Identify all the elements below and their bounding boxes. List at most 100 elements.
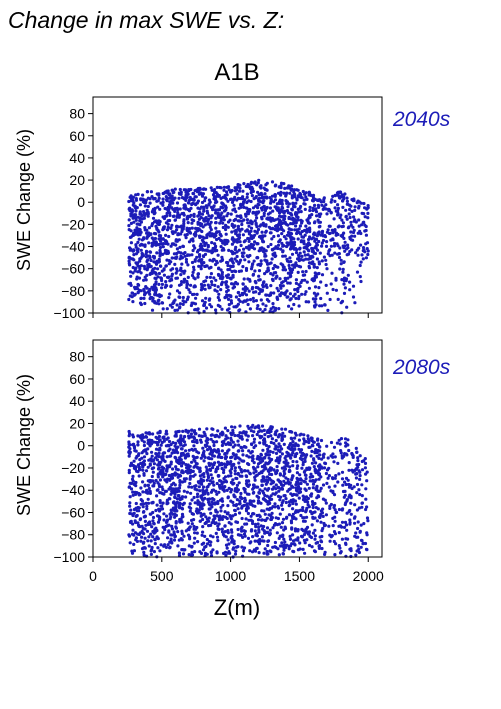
data-point [271,252,275,256]
data-point [200,222,204,226]
data-point [242,291,246,295]
data-point [169,537,173,541]
data-point [236,290,241,295]
data-point [207,539,211,544]
data-point [272,271,276,275]
data-point [340,520,345,524]
data-point [264,183,268,187]
data-point [157,434,161,439]
data-point [130,532,135,536]
data-point [216,460,220,464]
data-point [253,467,257,471]
data-point [251,504,255,508]
data-point [150,224,154,228]
data-point [308,534,312,539]
data-point [150,467,154,471]
data-point [237,465,241,469]
data-point [254,204,258,208]
data-point [151,458,155,462]
data-point [315,243,319,247]
data-point [236,439,240,443]
y-tick-label: −80 [61,527,85,543]
data-point [144,285,148,289]
data-point [337,196,342,200]
data-point [262,428,266,432]
data-point [324,244,329,248]
data-point [209,449,213,454]
data-point [307,190,311,194]
data-point [135,248,139,252]
data-point [170,256,174,260]
data-point [304,257,308,261]
data-point [169,284,173,289]
data-point [268,528,272,532]
data-point [274,459,278,463]
data-point [302,241,306,245]
data-point [243,498,247,502]
data-point [296,536,300,540]
data-point [330,228,334,232]
data-point [310,198,315,203]
data-point [220,255,224,259]
data-point [129,487,134,491]
data-point [273,263,277,268]
data-point [322,197,326,202]
data-point [148,480,152,484]
data-point [240,219,244,223]
data-point [164,472,168,476]
data-point [235,486,239,490]
data-point [173,487,177,491]
data-point [194,432,198,436]
data-point [156,199,160,203]
x-tick-label: 1500 [284,568,315,584]
data-point [291,294,296,298]
y-tick-label: −60 [61,261,85,277]
data-point [220,530,225,534]
data-point [294,488,299,492]
data-point [273,184,277,188]
data-point [343,286,347,290]
data-point [228,462,232,466]
data-point [139,296,143,301]
data-point [168,546,172,550]
data-point [322,524,327,528]
data-point [130,291,134,295]
data-point [182,252,186,256]
data-point [340,470,345,474]
data-point [248,279,252,283]
data-point [283,526,288,531]
data-point [354,476,358,480]
data-point [156,472,160,476]
data-point [245,522,249,526]
data-point [360,483,364,487]
data-point [366,252,370,257]
data-point [242,277,246,281]
data-point [255,432,259,437]
data-point [343,192,347,196]
data-point [173,444,177,448]
data-point [150,308,155,312]
y-tick-label: −100 [53,305,85,321]
data-point [172,230,176,234]
data-point [327,231,332,236]
data-point [217,230,221,234]
data-point [219,213,223,217]
data-point [240,227,244,231]
data-point [164,280,168,284]
data-point [187,544,191,548]
data-point [233,251,237,255]
data-point [241,265,245,269]
data-point [178,483,182,487]
data-point [318,466,322,470]
data-point [357,218,361,222]
data-point [230,540,234,544]
data-point [175,289,180,293]
data-point [190,253,194,257]
data-point [246,221,250,225]
data-point [206,456,210,460]
data-point [129,241,133,245]
y-tick-label: 80 [69,106,85,122]
data-point [261,249,266,254]
data-point [235,503,239,507]
data-point [233,512,237,517]
